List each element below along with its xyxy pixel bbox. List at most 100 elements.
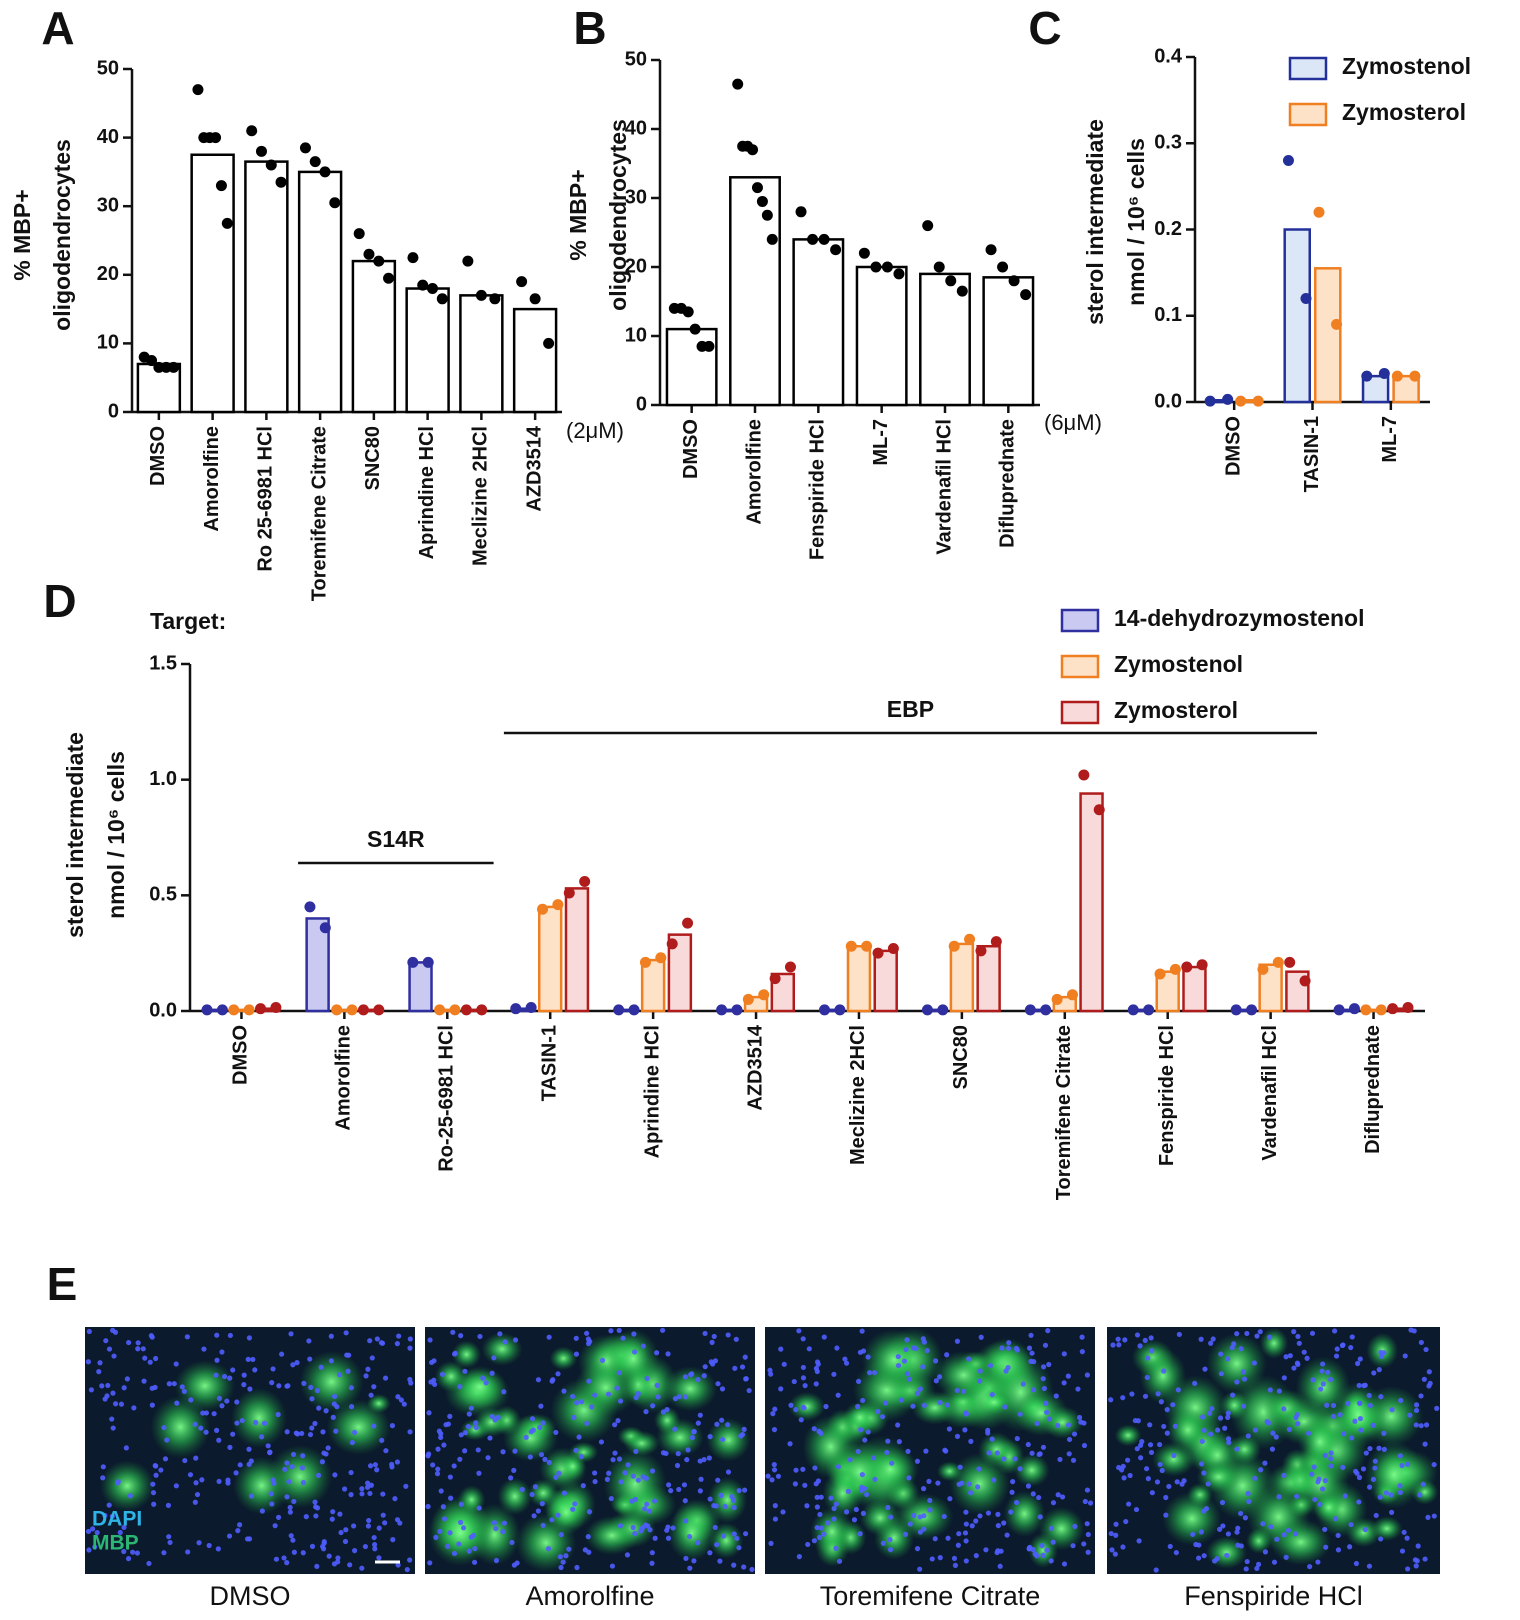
data-point — [168, 361, 180, 373]
dapi-nucleus — [276, 1383, 282, 1389]
data-point — [525, 1002, 537, 1014]
mbp-signal — [603, 1448, 667, 1520]
dapi-nucleus — [372, 1462, 378, 1468]
dapi-nucleus — [1171, 1452, 1177, 1459]
dapi-nucleus — [193, 1480, 199, 1486]
dapi-nucleus — [1353, 1560, 1360, 1567]
dapi-nucleus — [896, 1439, 902, 1445]
dapi-nucleus — [382, 1375, 389, 1381]
dapi-nucleus — [275, 1514, 282, 1520]
data-point — [818, 233, 830, 245]
dapi-nucleus — [929, 1556, 935, 1562]
bar — [855, 265, 908, 407]
dapi-nucleus — [1362, 1526, 1368, 1533]
micrograph — [425, 1327, 755, 1574]
dapi-nucleus — [1008, 1509, 1014, 1515]
dapi-nucleus — [529, 1416, 536, 1422]
dapi-nucleus — [632, 1349, 638, 1355]
y-axis-label: sterol intermediate — [1082, 119, 1108, 325]
dapi-nucleus — [875, 1408, 881, 1415]
data-point — [1024, 1004, 1036, 1016]
dapi-nucleus — [793, 1467, 799, 1473]
dapi-nucleus — [206, 1542, 212, 1549]
dapi-nucleus — [451, 1550, 458, 1557]
dapi-nucleus — [539, 1501, 545, 1507]
dapi-nucleus — [768, 1371, 774, 1377]
dapi-nucleus — [966, 1481, 972, 1487]
dapi-nucleus — [348, 1492, 354, 1498]
x-tick-label: DMSO — [1222, 416, 1244, 476]
dapi-nucleus — [1269, 1446, 1276, 1452]
dapi-nucleus — [572, 1501, 578, 1507]
dapi-nucleus — [615, 1418, 621, 1424]
dapi-nucleus — [985, 1510, 992, 1516]
data-point — [795, 206, 807, 218]
dapi-nucleus — [1378, 1353, 1384, 1360]
dapi-nucleus — [96, 1369, 102, 1375]
dapi-nucleus — [1401, 1529, 1407, 1535]
dapi-nucleus — [995, 1511, 1001, 1517]
dapi-nucleus — [198, 1425, 204, 1431]
dapi-nucleus — [616, 1370, 622, 1376]
data-point — [563, 887, 575, 899]
x-tick-label: Ro-25-6981 HCl — [436, 1025, 458, 1172]
dapi-nucleus — [216, 1437, 222, 1443]
dapi-nucleus — [435, 1466, 441, 1472]
dapi-nucleus — [1273, 1434, 1279, 1440]
dapi-nucleus — [977, 1368, 983, 1374]
dapi-nucleus — [788, 1402, 794, 1408]
dapi-nucleus — [842, 1356, 848, 1362]
dapi-nucleus — [1234, 1446, 1240, 1452]
dapi-nucleus — [201, 1346, 207, 1352]
dapi-nucleus — [1136, 1538, 1142, 1544]
dapi-nucleus — [323, 1451, 329, 1457]
dapi-nucleus — [608, 1495, 614, 1502]
dapi-nucleus — [644, 1501, 650, 1507]
dapi-nucleus — [88, 1387, 94, 1393]
dapi-nucleus — [1129, 1391, 1135, 1397]
dapi-nucleus — [512, 1337, 519, 1343]
dapi-nucleus — [181, 1388, 187, 1394]
dapi-nucleus — [1281, 1375, 1287, 1381]
dapi-nucleus — [1050, 1500, 1057, 1506]
dapi-nucleus — [407, 1345, 413, 1351]
dapi-nucleus — [584, 1330, 590, 1336]
data-point — [1222, 393, 1234, 405]
dapi-nucleus — [241, 1372, 247, 1378]
dapi-nucleus — [445, 1543, 451, 1549]
dapi-nucleus — [801, 1405, 807, 1411]
dapi-nucleus — [1215, 1427, 1221, 1433]
dapi-nucleus — [1085, 1549, 1091, 1555]
dapi-nucleus — [1201, 1427, 1207, 1433]
dapi-nucleus — [821, 1531, 827, 1537]
dapi-nucleus — [1209, 1405, 1215, 1412]
bar — [919, 272, 971, 407]
dapi-nucleus — [333, 1428, 339, 1434]
data-point — [834, 1004, 846, 1016]
dapi-nucleus — [707, 1550, 713, 1556]
micrograph — [765, 1327, 1095, 1574]
dapi-nucleus — [376, 1525, 382, 1531]
dapi-nucleus — [213, 1427, 220, 1433]
dapi-nucleus — [672, 1426, 678, 1432]
dapi-nucleus — [1405, 1461, 1411, 1467]
dapi-nucleus — [331, 1401, 337, 1407]
data-point — [1230, 1004, 1242, 1016]
dapi-nucleus — [1053, 1393, 1059, 1399]
dapi-nucleus — [812, 1465, 818, 1471]
mbp-signal — [545, 1489, 587, 1536]
dapi-nucleus — [804, 1503, 810, 1509]
dapi-nucleus — [1199, 1461, 1205, 1467]
dapi-nucleus — [1108, 1397, 1114, 1403]
dapi-nucleus — [1121, 1475, 1127, 1481]
dapi-nucleus — [287, 1509, 293, 1515]
dapi-nucleus — [654, 1382, 660, 1388]
data-point — [1284, 956, 1296, 968]
dapi-nucleus — [1230, 1392, 1236, 1398]
dapi-nucleus — [343, 1527, 349, 1533]
dapi-nucleus — [193, 1455, 199, 1461]
dapi-nucleus — [126, 1339, 132, 1346]
y-tick-label: 50 — [97, 57, 119, 79]
dapi-nucleus — [570, 1506, 576, 1512]
data-point — [489, 293, 501, 305]
